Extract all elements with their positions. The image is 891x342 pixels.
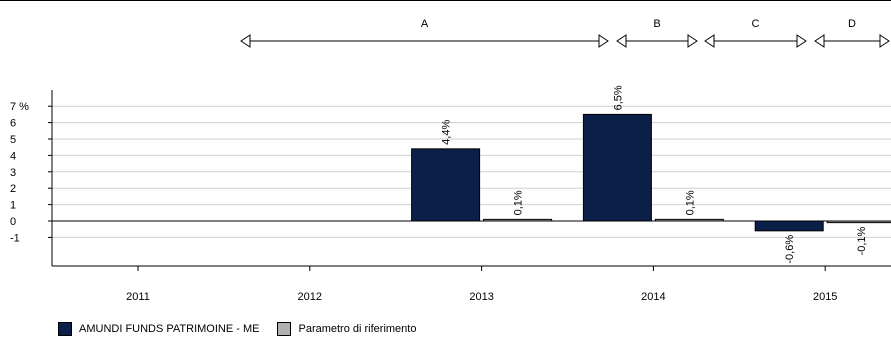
bar-value-label: 4,4%: [441, 120, 453, 145]
period-arrow-left: [704, 34, 715, 48]
y-tick-label: -1: [10, 232, 20, 244]
bar-value-label: 0,1%: [513, 190, 525, 215]
x-axis: 2011 2012 2013 2014 2015: [52, 220, 891, 303]
y-tick-label: 0: [10, 216, 16, 228]
bar-value-label: -0,1%: [856, 226, 868, 255]
bar-value-label: 6,5%: [612, 85, 624, 110]
legend-swatch-benchmark: [277, 322, 292, 336]
y-tick-label: 5: [10, 134, 16, 146]
y-tick-label: 7 %: [10, 101, 29, 113]
y-axis: 7 % 6 5 4 3 2 1 0 -1: [10, 90, 53, 266]
legend-label-fund: AMUNDI FUNDS PATRIMOINE - ME: [79, 323, 260, 335]
period-arrow-right: [879, 34, 890, 48]
period-arrow-right: [598, 34, 609, 48]
bar: [582, 113, 652, 222]
x-tick-label: 2015: [813, 291, 837, 303]
bar: [754, 220, 824, 232]
period-arrow-left: [240, 34, 251, 48]
legend: AMUNDI FUNDS PATRIMOINE - ME Parametro d…: [52, 318, 428, 340]
period-arrow-left: [616, 34, 627, 48]
period-arrow-right: [796, 34, 807, 48]
bar: [411, 148, 481, 222]
y-tick-label: 4: [10, 150, 16, 162]
period-label: C: [752, 18, 760, 30]
y-tick-label: 1: [10, 200, 16, 212]
y-tick-label: 6: [10, 118, 16, 130]
legend-swatch-fund: [58, 322, 72, 336]
legend-item-benchmark: Parametro di riferimento: [271, 322, 416, 336]
bars-group: 4,4% 0,1% 6,5% 0,1% -0,6% -0,1%: [411, 85, 891, 264]
period-arrow-left: [814, 34, 825, 48]
x-tick-label: 2014: [641, 291, 665, 303]
x-tick-label: 2012: [298, 291, 322, 303]
y-tick-label: 3: [10, 167, 16, 179]
period-label: D: [848, 18, 856, 30]
y-tick-label: 2: [10, 183, 16, 195]
x-tick-label: 2011: [126, 291, 150, 303]
period-bands: A B C D: [0, 0, 891, 48]
x-tick-label: 2013: [469, 291, 493, 303]
period-arrow-right: [687, 34, 698, 48]
legend-label-benchmark: Parametro di riferimento: [298, 323, 417, 335]
bar-value-label: 0,1%: [684, 190, 696, 215]
period-label: A: [421, 18, 429, 30]
bar-value-label: -0,6%: [784, 235, 796, 264]
legend-item-fund: AMUNDI FUNDS PATRIMOINE - ME: [52, 322, 259, 336]
period-label: B: [653, 18, 660, 30]
